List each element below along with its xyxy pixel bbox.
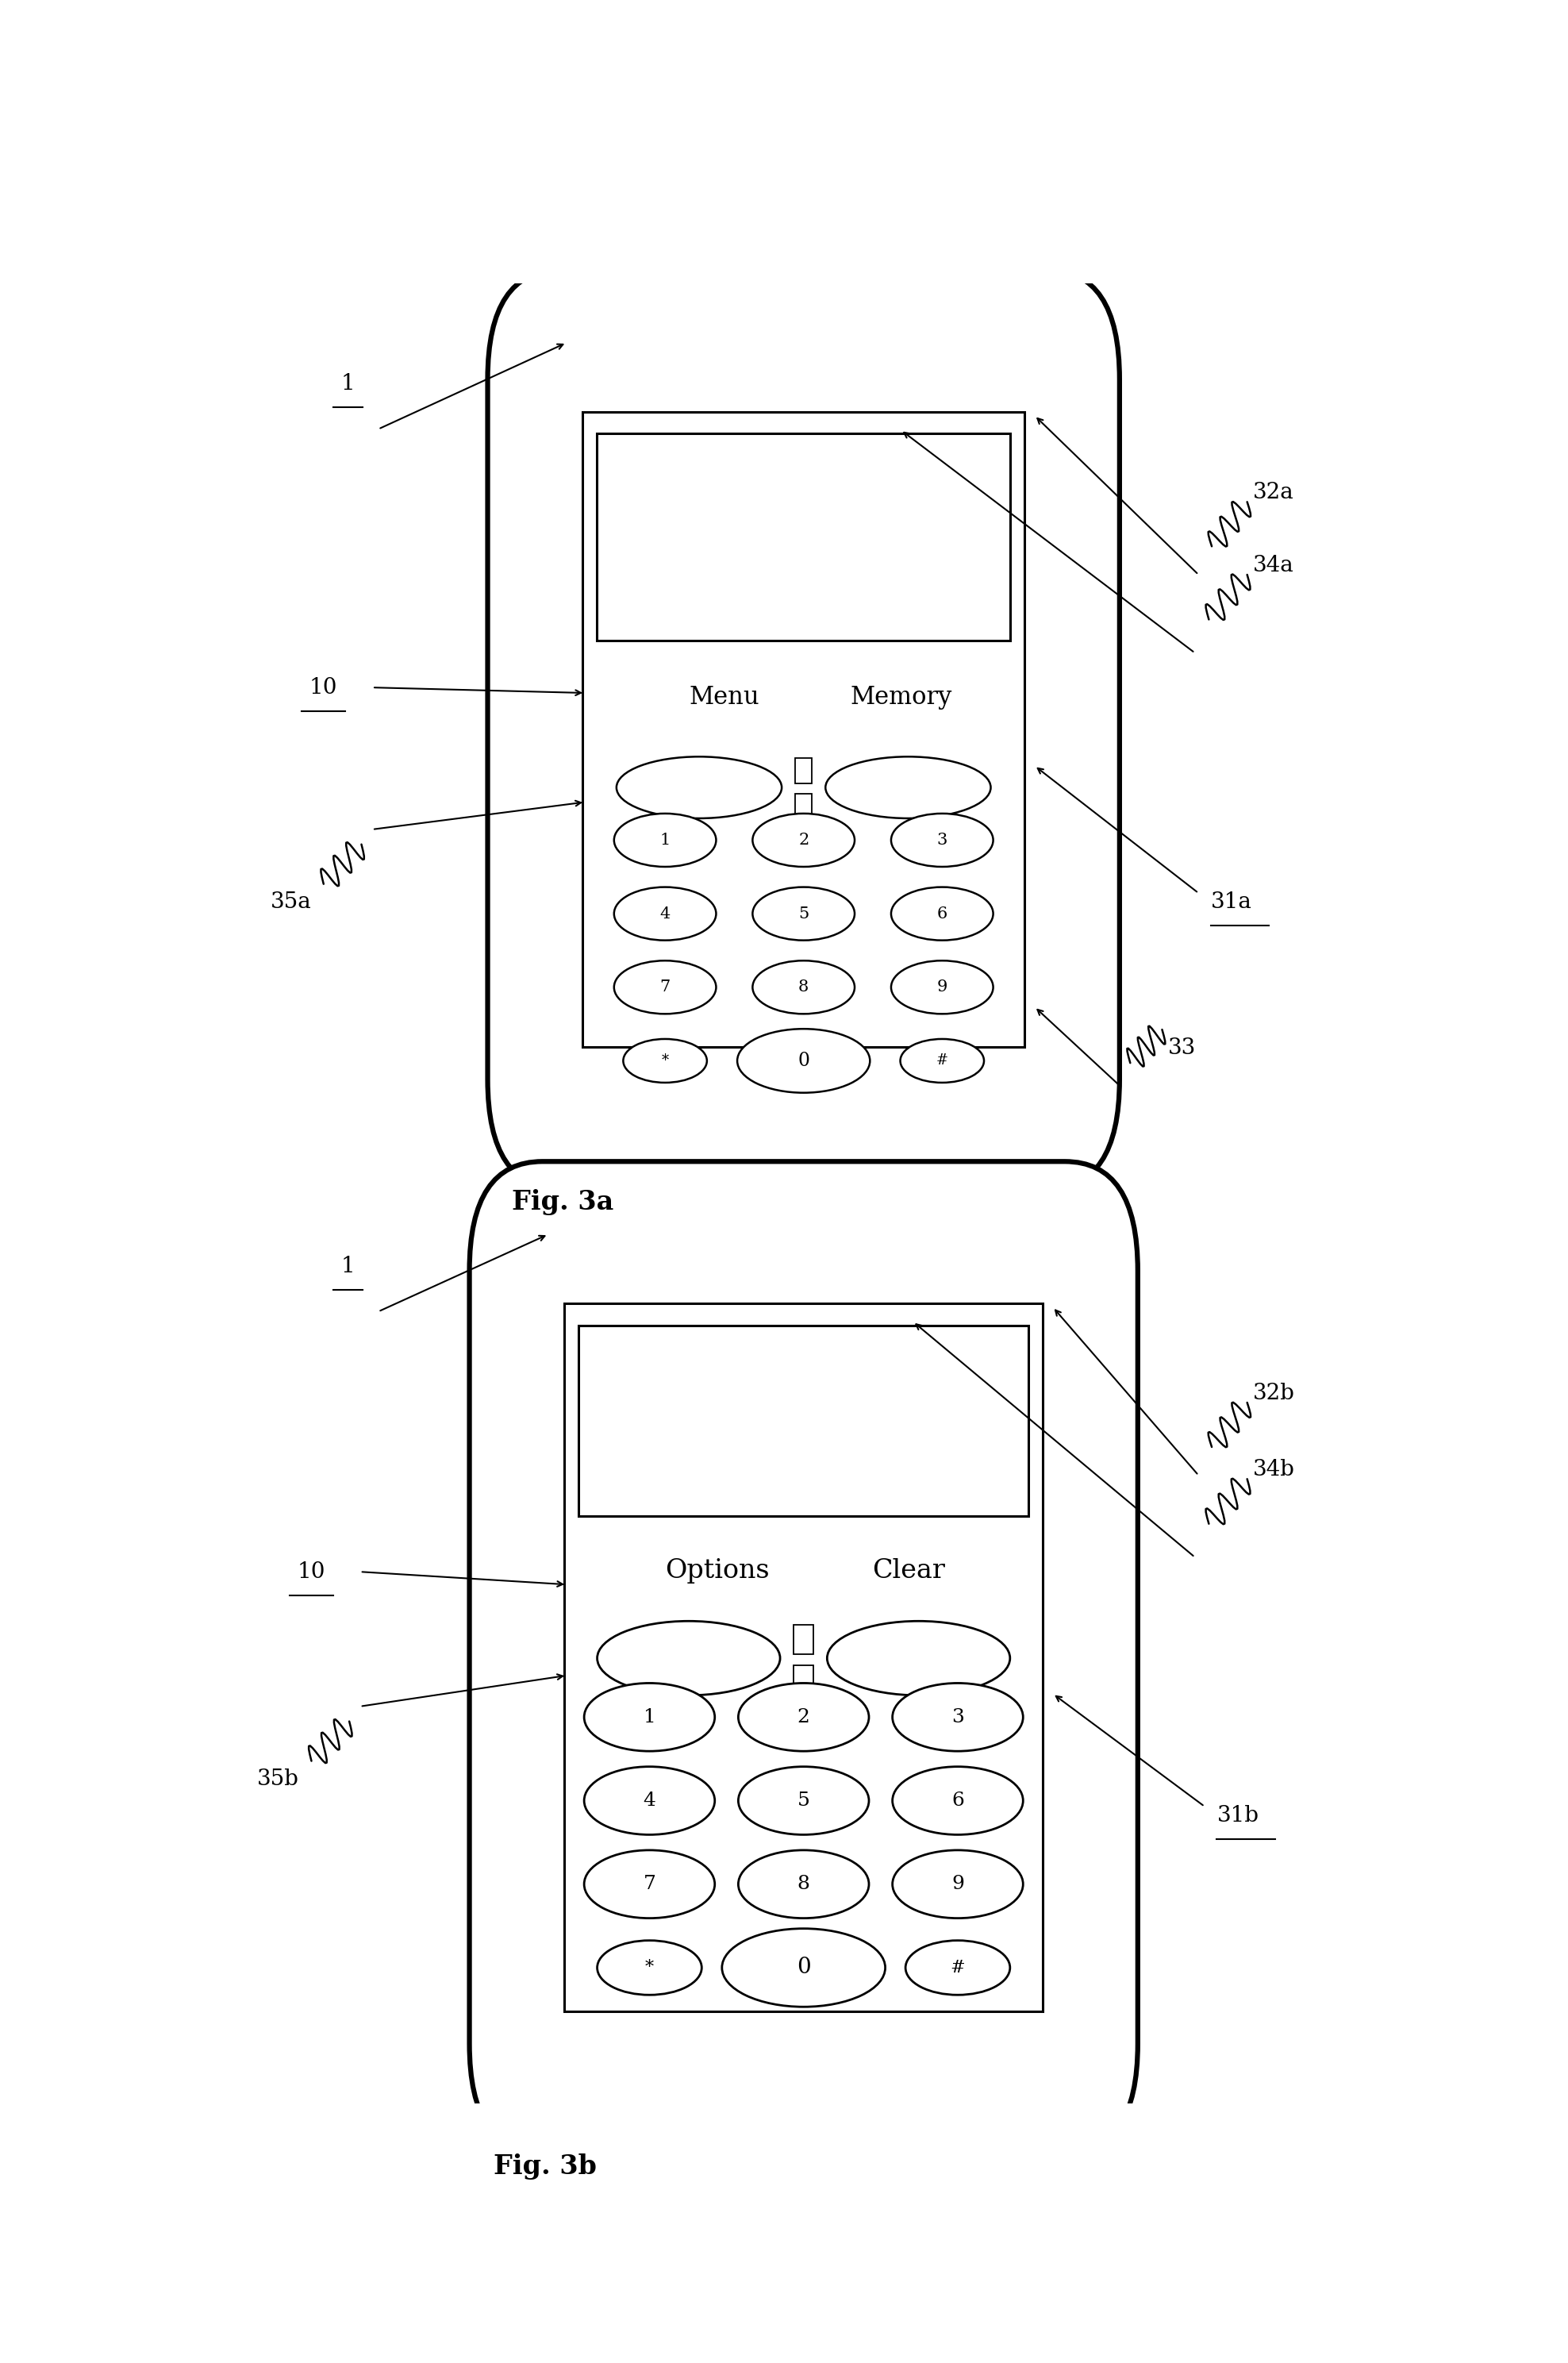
FancyBboxPatch shape (488, 269, 1120, 1189)
Text: 7: 7 (643, 1876, 655, 1893)
Text: 4: 4 (660, 905, 671, 922)
Ellipse shape (826, 1621, 1010, 1694)
Ellipse shape (585, 1850, 715, 1919)
Text: 5: 5 (797, 1791, 811, 1810)
Text: 35b: 35b (257, 1768, 299, 1789)
Text: 33: 33 (1168, 1037, 1196, 1059)
Text: 34a: 34a (1253, 555, 1294, 577)
Text: 9: 9 (936, 981, 947, 995)
Text: 31b: 31b (1217, 1805, 1259, 1827)
Ellipse shape (900, 1040, 985, 1082)
Text: Clear: Clear (872, 1557, 946, 1583)
Ellipse shape (739, 1850, 869, 1919)
Text: 8: 8 (798, 981, 809, 995)
Bar (579, 1326, 1029, 1515)
Bar (597, 435, 1010, 640)
Text: 10: 10 (298, 1562, 326, 1583)
Text: Memory: Memory (850, 685, 952, 709)
Ellipse shape (905, 1940, 1010, 1994)
Ellipse shape (892, 1682, 1022, 1751)
Ellipse shape (739, 1682, 869, 1751)
Ellipse shape (622, 1040, 707, 1082)
Text: 2: 2 (798, 832, 809, 848)
Text: Fig. 3a: Fig. 3a (511, 1189, 613, 1215)
Ellipse shape (615, 886, 717, 940)
Text: 3: 3 (936, 832, 947, 848)
Ellipse shape (753, 813, 855, 867)
Text: 4: 4 (643, 1791, 655, 1810)
Text: 3: 3 (952, 1708, 964, 1727)
Text: 9: 9 (952, 1876, 964, 1893)
Text: Menu: Menu (688, 685, 759, 709)
Ellipse shape (597, 1621, 781, 1694)
Text: 1: 1 (340, 373, 354, 395)
Bar (793, 1626, 814, 1654)
FancyBboxPatch shape (469, 1163, 1138, 2153)
Ellipse shape (585, 1768, 715, 1834)
Ellipse shape (597, 1940, 702, 1994)
Bar (795, 759, 812, 785)
Ellipse shape (891, 962, 993, 1014)
Text: 5: 5 (798, 905, 809, 922)
Text: 31a: 31a (1210, 891, 1251, 912)
Text: 1: 1 (660, 832, 671, 848)
Text: 0: 0 (798, 1052, 809, 1070)
Text: 10: 10 (309, 676, 337, 697)
Ellipse shape (891, 813, 993, 867)
Text: 1: 1 (643, 1708, 655, 1727)
Ellipse shape (585, 1682, 715, 1751)
Text: *: * (662, 1054, 668, 1068)
Text: 35a: 35a (270, 891, 312, 912)
Text: 8: 8 (797, 1876, 811, 1893)
Ellipse shape (753, 886, 855, 940)
Ellipse shape (891, 886, 993, 940)
Text: 0: 0 (797, 1957, 811, 1978)
Ellipse shape (616, 756, 782, 818)
Text: 6: 6 (936, 905, 947, 922)
Text: 6: 6 (952, 1791, 964, 1810)
Bar (793, 1666, 814, 1694)
Text: 34b: 34b (1253, 1460, 1295, 1482)
Bar (582, 411, 1025, 1047)
Text: 32a: 32a (1253, 482, 1294, 503)
Ellipse shape (615, 813, 717, 867)
Ellipse shape (721, 1928, 886, 2006)
Ellipse shape (892, 1850, 1022, 1919)
Text: #: # (936, 1054, 949, 1068)
Text: 7: 7 (660, 981, 671, 995)
Text: Options: Options (665, 1557, 770, 1583)
Text: 2: 2 (797, 1708, 811, 1727)
Text: 1: 1 (340, 1255, 354, 1276)
Text: #: # (950, 1959, 966, 1975)
Bar (564, 1304, 1043, 2011)
Ellipse shape (739, 1768, 869, 1834)
Text: *: * (644, 1959, 654, 1975)
Bar (795, 794, 812, 820)
Text: Fig. 3b: Fig. 3b (494, 2153, 597, 2179)
Text: 32b: 32b (1253, 1382, 1295, 1404)
Ellipse shape (892, 1768, 1022, 1834)
Ellipse shape (753, 962, 855, 1014)
Ellipse shape (615, 962, 717, 1014)
Ellipse shape (825, 756, 991, 818)
Ellipse shape (737, 1028, 870, 1092)
